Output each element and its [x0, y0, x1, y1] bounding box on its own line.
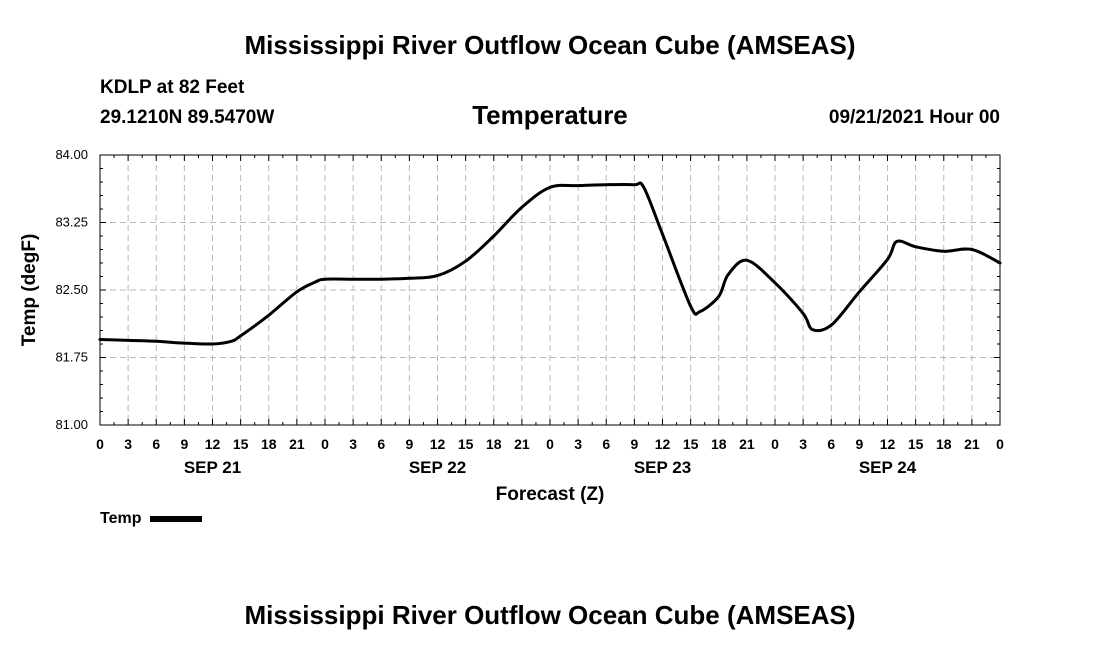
x-tick-label: 21 — [739, 436, 755, 452]
x-tick-label: 3 — [799, 436, 807, 452]
y-tick-label: 83.25 — [55, 215, 88, 230]
x-day-label: SEP 21 — [184, 458, 241, 477]
x-tick-label: 18 — [261, 436, 277, 452]
x-tick-label: 6 — [152, 436, 160, 452]
x-tick-label: 3 — [124, 436, 132, 452]
footer-title: Mississippi River Outflow Ocean Cube (AM… — [244, 600, 856, 630]
x-tick-label: 9 — [405, 436, 413, 452]
forecast-run-time: 09/21/2021 Hour 00 — [828, 107, 1000, 128]
x-tick-label: 18 — [936, 436, 952, 452]
legend-line-swatch — [150, 516, 203, 522]
grid-lines — [100, 155, 1000, 425]
y-tick-label: 81.00 — [55, 417, 88, 432]
x-tick-label: 15 — [683, 436, 699, 452]
x-tick-label: 0 — [996, 436, 1004, 452]
axes — [99, 154, 1001, 426]
x-tick-label: 15 — [233, 436, 249, 452]
station-coordinates: 29.1210N 89.5470W — [100, 107, 275, 128]
y-tick-label: 81.75 — [55, 350, 88, 365]
x-tick-label: 18 — [711, 436, 727, 452]
axis-labels: 0 3 6 9 12 15 18 21 0 3 6 9 12 15 18 21 0 3 6 9 12 15 18 21 0 3 6 9… — [19, 147, 1004, 505]
x-tick-label: 3 — [574, 436, 582, 452]
x-tick-label: 18 — [486, 436, 502, 452]
x-tick-label: 6 — [602, 436, 610, 452]
y-tick-label: 82.50 — [55, 282, 88, 297]
series-line-temp — [98, 181, 1002, 346]
x-tick-label: 15 — [458, 436, 474, 452]
y-axis-title: Temp (degF) — [19, 234, 40, 347]
y-tick-label: 84.00 — [55, 147, 88, 162]
x-tick-label: 6 — [827, 436, 835, 452]
x-tick-label: 12 — [205, 436, 221, 452]
x-tick-label: 3 — [349, 436, 357, 452]
x-day-label: SEP 23 — [634, 458, 691, 477]
x-tick-label: 12 — [430, 436, 446, 452]
x-day-label: SEP 24 — [859, 458, 917, 477]
x-tick-label: 6 — [377, 436, 385, 452]
x-tick-label: 15 — [908, 436, 924, 452]
x-tick-label: 21 — [289, 436, 305, 452]
x-tick-label: 0 — [546, 436, 554, 452]
main-title: Mississippi River Outflow Ocean Cube (AM… — [244, 30, 856, 60]
data-series — [98, 181, 1002, 346]
x-tick-label: 0 — [96, 436, 104, 452]
x-tick-label: 12 — [880, 436, 896, 452]
x-tick-label: 21 — [964, 436, 980, 452]
x-tick-label: 0 — [771, 436, 779, 452]
legend-label: Temp — [100, 510, 142, 527]
legend: Temp — [100, 510, 203, 528]
x-tick-label: 9 — [180, 436, 188, 452]
x-tick-label: 12 — [655, 436, 671, 452]
x-tick-label: 9 — [630, 436, 638, 452]
x-tick-label: 21 — [514, 436, 530, 452]
chart-subtitle: Temperature — [472, 100, 628, 130]
x-tick-label: 0 — [321, 436, 329, 452]
x-tick-label: 9 — [855, 436, 863, 452]
x-axis-title: Forecast (Z) — [496, 484, 605, 505]
x-day-label: SEP 22 — [409, 458, 466, 477]
station-label: KDLP at 82 Feet — [100, 77, 245, 98]
